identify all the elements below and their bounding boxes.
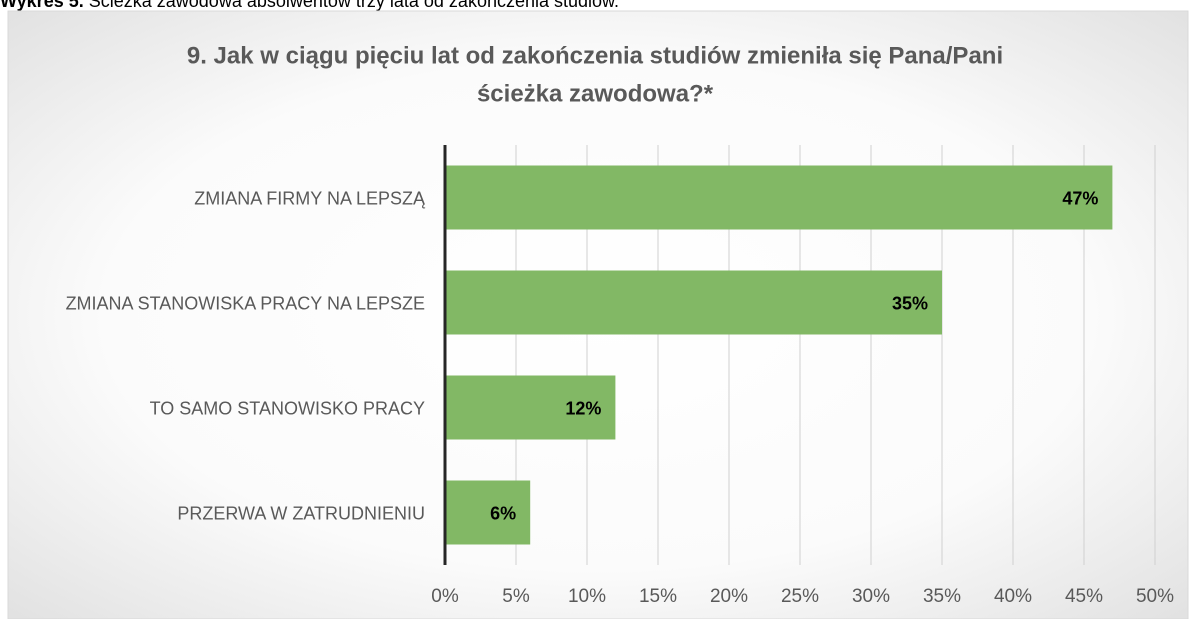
- x-tick-label: 15%: [639, 586, 677, 607]
- value-label: 12%: [565, 398, 601, 418]
- chart-title: 9. Jak w ciągu pięciu lat od zakończenia…: [187, 42, 1003, 69]
- y-tick-label: ZMIANA STANOWISKA PRACY NA LEPSZE: [66, 293, 425, 313]
- bar: [445, 480, 531, 545]
- x-tick-label: 30%: [852, 586, 890, 607]
- x-tick-label: 40%: [994, 586, 1032, 607]
- x-tick-label: 35%: [923, 586, 961, 607]
- chart-title: ścieżka zawodowa?*: [477, 80, 714, 107]
- value-label: 47%: [1062, 188, 1098, 208]
- caption-text: Ścieżka zawodowa absolwentów trzy lata o…: [89, 0, 619, 11]
- y-tick-label: TO SAMO STANOWISKO PRACY: [150, 398, 425, 418]
- x-tick-label: 45%: [1065, 586, 1103, 607]
- bar: [445, 375, 616, 440]
- y-tick-label: ZMIANA FIRMY NA LEPSZĄ: [194, 188, 426, 208]
- value-label: 35%: [892, 293, 928, 313]
- y-tick-label: PRZERWA W ZATRUDNIENIU: [177, 503, 425, 523]
- x-tick-label: 0%: [431, 586, 459, 607]
- caption: Wykres 5. Ścieżka zawodowa absolwentów t…: [0, 0, 619, 11]
- bar: [445, 165, 1113, 230]
- x-tick-label: 10%: [568, 586, 606, 607]
- value-label: 6%: [490, 503, 516, 523]
- x-tick-label: 5%: [502, 586, 530, 607]
- x-tick-label: 20%: [710, 586, 748, 607]
- x-tick-label: 25%: [781, 586, 819, 607]
- caption-label: Wykres 5.: [0, 0, 84, 11]
- bar: [445, 270, 942, 335]
- x-tick-label: 50%: [1136, 586, 1174, 607]
